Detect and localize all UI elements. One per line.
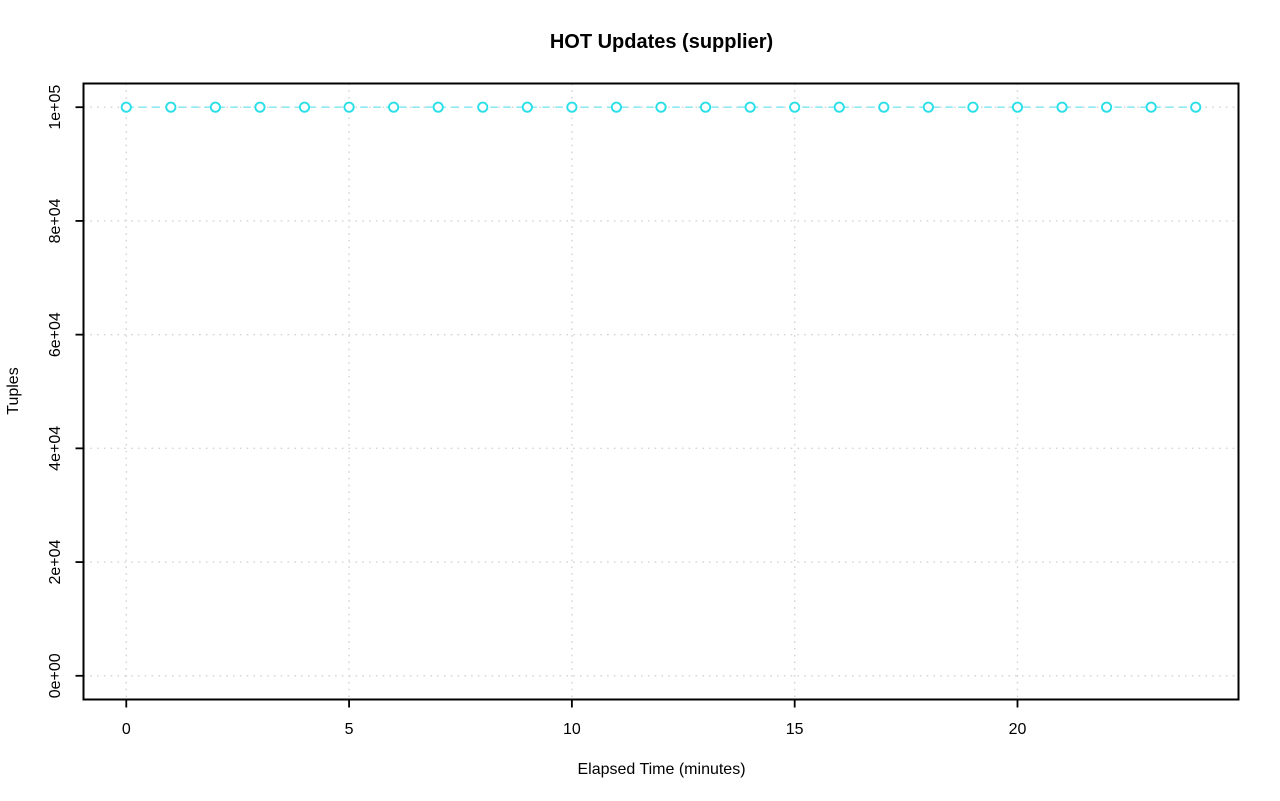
y-tick-label: 0e+00 [47,653,64,698]
x-tick-label: 20 [1009,721,1027,738]
data-point [922,101,934,113]
y-tick-label: 1e+05 [47,85,64,130]
y-tick-label: 2e+04 [47,540,64,585]
data-point [432,101,444,113]
data-point [967,101,979,113]
data-point [521,101,533,113]
x-tick-label: 0 [122,721,131,738]
y-tick-label: 4e+04 [47,426,64,471]
data-point [254,101,266,113]
data-point [388,101,400,113]
data-point [298,101,311,113]
data-point [700,101,712,113]
chart-title: HOT Updates (supplier) [549,31,774,53]
data-point [165,101,177,113]
y-tick-label: 6e+04 [47,312,64,357]
data-point [1056,101,1068,113]
data-point [655,101,667,113]
data-point [833,101,845,113]
data-point [1101,101,1113,113]
x-axis-label: Elapsed Time (minutes) [577,761,746,778]
data-point [120,101,132,113]
data-point [878,101,890,113]
data-point [209,101,221,113]
data-point [477,101,489,113]
data-point [1190,101,1202,113]
data-point [610,101,622,113]
data-point [343,101,355,113]
data-point [744,101,756,113]
data-point [789,101,801,113]
x-tick-label: 10 [563,721,581,738]
y-axis-label: Tuples [5,367,22,415]
x-tick-label: 5 [345,721,354,738]
plot-border [82,82,1240,701]
x-tick-label: 15 [786,721,804,738]
y-tick-label: 8e+04 [47,198,64,243]
data-point [566,101,578,113]
data-point [1145,101,1157,113]
data-point [1011,101,1024,113]
